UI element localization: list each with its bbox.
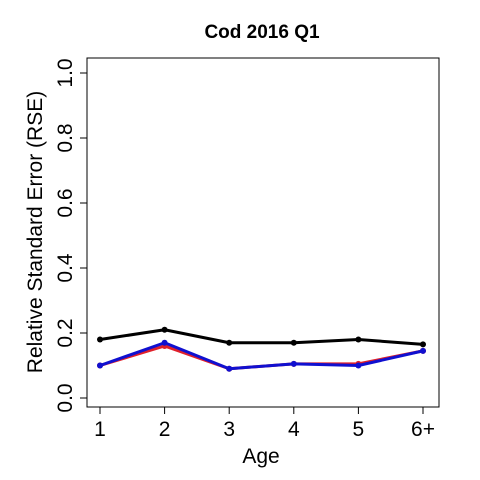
x-tick-label: 5	[353, 418, 365, 441]
data-point	[97, 336, 103, 343]
data-point	[161, 326, 168, 333]
y-tick-label: 0.8	[54, 123, 77, 152]
data-point	[97, 362, 103, 369]
y-tick-label: 0.0	[54, 383, 77, 412]
y-axis: 0.0 0.2 0.4 0.6 0.8 1.0	[54, 58, 88, 413]
x-axis: 1 2 3 4 5 6+	[94, 406, 435, 441]
y-axis-label: Relative Standard Error (RSE)	[24, 91, 47, 373]
y-tick-label: 0.4	[54, 253, 77, 283]
data-point	[355, 336, 362, 343]
x-tick-label: 3	[223, 418, 235, 441]
x-tick-label: 2	[159, 418, 171, 441]
data-point	[355, 362, 362, 369]
data-point	[420, 341, 426, 348]
y-tick-label: 0.6	[54, 188, 77, 217]
series-line	[98, 328, 425, 346]
y-tick-label: 1.0	[54, 58, 77, 87]
series-group	[97, 326, 426, 372]
y-tick-label: 0.2	[54, 318, 77, 347]
data-point	[290, 360, 297, 367]
series-line	[98, 341, 425, 371]
data-point	[226, 339, 233, 346]
x-tick-label: 4	[288, 418, 300, 441]
data-point	[161, 339, 168, 346]
data-point	[226, 365, 233, 372]
x-tick-label: 6+	[411, 418, 435, 441]
x-tick-label: 1	[94, 418, 106, 441]
data-point	[290, 339, 297, 346]
chart-title: Cod 2016 Q1	[204, 22, 320, 43]
data-point	[420, 347, 426, 354]
x-axis-label: Age	[242, 445, 279, 468]
